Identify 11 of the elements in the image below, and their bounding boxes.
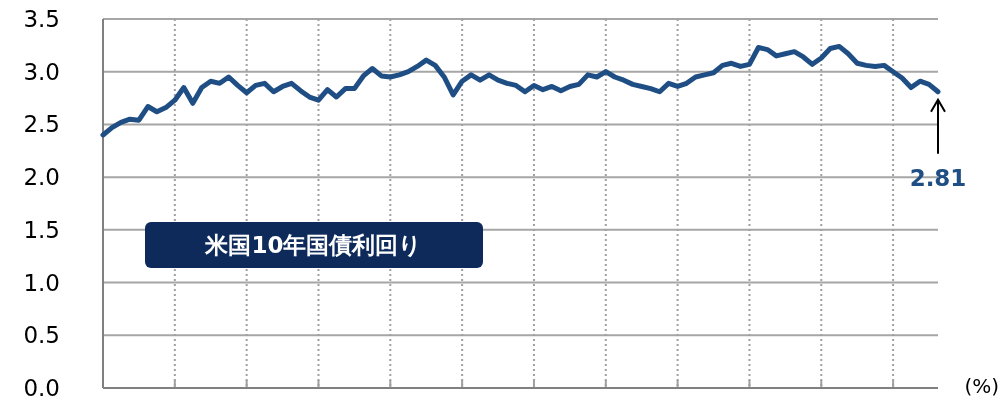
text: (%) [964, 374, 999, 398]
y-tick-label: 3.5 [23, 6, 60, 32]
y-tick-label: 0.0 [23, 375, 60, 401]
y-tick-label: 2.0 [23, 164, 60, 191]
y-tick-label: 1.5 [23, 216, 60, 243]
y-tick-label: 2.5 [23, 111, 60, 138]
y-tick-label: 3.0 [23, 58, 60, 85]
y-tick-label: 0.5 [23, 322, 60, 349]
y-tick-label: 1.0 [23, 269, 60, 296]
annotation: 米国10年国債利回り [204, 232, 423, 258]
annotation: 2.81 [909, 164, 967, 191]
